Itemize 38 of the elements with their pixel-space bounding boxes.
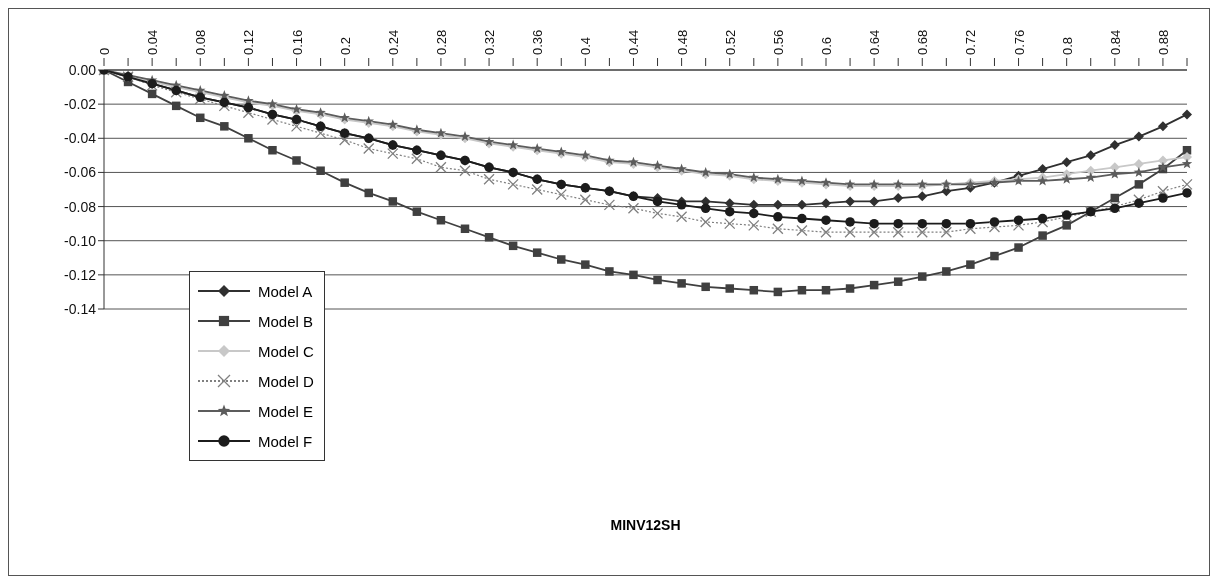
y-tick-label: -0.12 bbox=[64, 266, 97, 283]
legend-label: Model D bbox=[258, 372, 314, 390]
x-tick-label: 0.16 bbox=[289, 29, 305, 55]
x-tick-label: 0.52 bbox=[722, 29, 738, 55]
text: MINV12SH bbox=[609, 517, 682, 533]
x-tick-label: 0.44 bbox=[626, 29, 642, 55]
y-tick-label: 0.00 bbox=[68, 61, 97, 78]
x-tick-label: 0.4 bbox=[578, 36, 594, 55]
x-tick-label: 0.12 bbox=[241, 29, 257, 55]
y-tick-label: -0.04 bbox=[64, 130, 97, 147]
x-tick-label: 0.32 bbox=[482, 29, 498, 55]
x-tick-label: 0 bbox=[97, 47, 112, 55]
x-tick-label: 0.6 bbox=[819, 36, 834, 55]
legend-label: Model B bbox=[258, 312, 314, 330]
legend-label: Model E bbox=[258, 402, 314, 420]
x-tick-label: 0.88 bbox=[1155, 29, 1171, 55]
x-tick-label: 0.48 bbox=[674, 29, 690, 55]
legend-label: Model A bbox=[258, 282, 313, 300]
legend-label: Model C bbox=[258, 342, 314, 360]
x-tick-label: 0.56 bbox=[770, 29, 786, 55]
x-tick-label: 0.84 bbox=[1107, 29, 1123, 55]
y-tick-label: -0.06 bbox=[64, 164, 97, 181]
x-tick-label: 0.28 bbox=[433, 29, 449, 55]
legend-label: Model F bbox=[258, 432, 313, 450]
x-tick-label: 0.08 bbox=[193, 29, 209, 55]
x-tick-label: 0.76 bbox=[1011, 29, 1027, 55]
x-tick-label: 0.2 bbox=[337, 36, 353, 55]
y-tick-label: -0.02 bbox=[64, 96, 97, 113]
x-tick-label: 0.24 bbox=[385, 29, 401, 55]
y-tick-label: -0.14 bbox=[64, 300, 97, 317]
x-tick-label: 0.72 bbox=[963, 29, 979, 55]
x-tick-label: 0.8 bbox=[1059, 36, 1075, 55]
y-tick-label: -0.10 bbox=[64, 232, 97, 249]
x-tick-label: 0.04 bbox=[145, 29, 161, 55]
x-tick-label: 0.36 bbox=[530, 29, 546, 55]
y-tick-label: -0.08 bbox=[64, 198, 97, 215]
x-tick-label: 0.64 bbox=[867, 29, 883, 55]
x-tick-label: 0.68 bbox=[915, 29, 931, 55]
